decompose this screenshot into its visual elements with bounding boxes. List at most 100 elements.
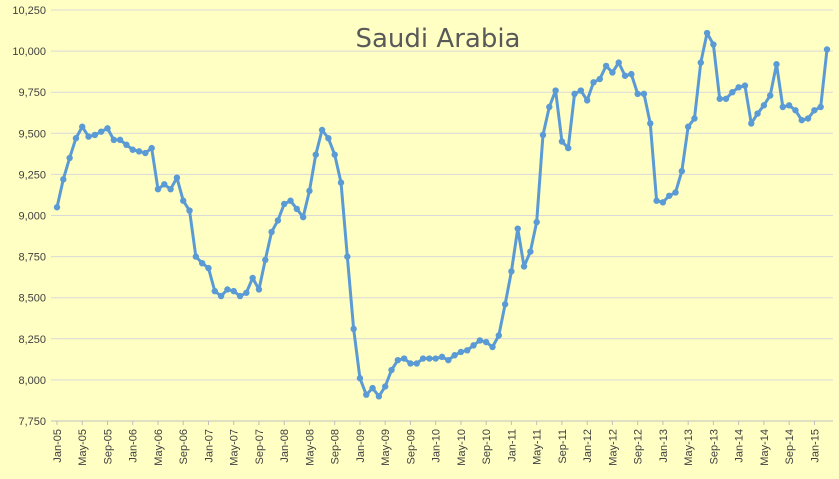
data-point — [640, 90, 648, 98]
data-point — [798, 116, 805, 124]
data-point — [773, 61, 780, 68]
x-tick-label: Sep-14 — [784, 429, 796, 464]
x-tick-label: May-05 — [77, 429, 89, 466]
data-point — [533, 218, 540, 226]
data-point — [634, 90, 641, 98]
x-tick-label: Jan-07 — [203, 429, 215, 463]
data-point — [344, 253, 351, 260]
y-tick-label: 8,250 — [18, 334, 46, 346]
data-point — [445, 356, 452, 364]
data-point — [268, 228, 275, 236]
x-tick-label: Jan-06 — [128, 429, 140, 463]
y-tick-label: 8,500 — [18, 293, 46, 305]
data-point — [110, 136, 118, 144]
data-point — [647, 120, 654, 127]
x-tick-label: May-13 — [683, 429, 695, 466]
data-point — [318, 126, 326, 134]
data-point — [697, 59, 704, 66]
y-tick-label: 10,250 — [12, 5, 46, 17]
data-point — [748, 120, 755, 127]
data-point — [823, 46, 831, 53]
data-point — [527, 248, 534, 255]
data-point — [312, 151, 319, 158]
data-point — [211, 287, 218, 295]
data-point — [666, 192, 673, 199]
series-markers — [53, 29, 831, 400]
data-point — [116, 136, 124, 144]
data-point — [331, 151, 338, 158]
x-tick-label: May-08 — [304, 429, 316, 466]
x-tick-label: May-11 — [532, 429, 544, 465]
x-tick-label: Sep-06 — [178, 429, 190, 464]
x-tick-label: May-10 — [456, 429, 468, 466]
data-point — [407, 360, 414, 367]
data-point — [281, 200, 288, 208]
x-tick-label: Jan-10 — [431, 429, 443, 463]
x-tick-label: May-07 — [229, 429, 241, 466]
data-point — [817, 103, 824, 111]
data-point — [792, 107, 799, 114]
data-point — [394, 356, 402, 364]
data-point — [583, 97, 591, 104]
data-point — [287, 197, 294, 204]
data-point — [482, 338, 490, 346]
data-point — [653, 197, 660, 204]
data-point — [400, 355, 408, 362]
data-point — [684, 123, 692, 130]
y-tick-label: 7,750 — [18, 416, 46, 428]
y-tick-label: 9,750 — [18, 87, 46, 99]
data-point — [722, 95, 730, 102]
data-point — [565, 144, 572, 152]
x-tick-label: Sep-12 — [633, 429, 645, 464]
data-point — [552, 87, 559, 94]
data-point — [489, 343, 496, 351]
y-tick-label: 9,500 — [18, 128, 46, 140]
data-point — [710, 41, 717, 48]
data-point — [476, 337, 484, 344]
data-point — [596, 75, 603, 83]
x-tick-label: Sep-07 — [254, 429, 266, 464]
x-tick-label: Jan-13 — [658, 429, 670, 463]
data-point — [760, 102, 768, 109]
data-point — [85, 133, 92, 140]
x-tick-label: Sep-10 — [481, 429, 493, 464]
y-tick-label: 8,750 — [18, 252, 46, 264]
data-point — [337, 179, 345, 186]
x-tick-label: Sep-08 — [330, 429, 342, 464]
data-point — [615, 59, 622, 66]
data-point — [148, 144, 155, 152]
data-point — [457, 348, 465, 356]
y-axis-tick-labels: 7,750 8,000 8,250 8,500 8,750 9,000 9,250 9,500… — [12, 5, 46, 428]
data-point — [501, 301, 509, 308]
x-tick-label: Jan-12 — [582, 429, 594, 463]
data-point — [571, 90, 578, 98]
data-point — [464, 347, 471, 354]
data-point — [678, 167, 686, 175]
data-point — [729, 89, 736, 96]
data-point — [154, 185, 162, 193]
data-point — [53, 204, 61, 211]
data-point — [741, 82, 749, 89]
x-axis-tick-labels: Jan-05 May-05 Sep-05 Jan-06 May-06 Sep-06 Jan-… — [52, 429, 821, 466]
data-point — [224, 286, 231, 293]
data-point — [180, 197, 187, 204]
x-tick-label: Jan-09 — [355, 429, 367, 463]
data-point — [602, 62, 610, 70]
data-point — [72, 135, 80, 142]
series-line — [55, 31, 829, 398]
data-point — [142, 149, 149, 157]
x-tick-label: Sep-05 — [102, 429, 114, 464]
data-point — [426, 355, 433, 362]
data-point — [262, 256, 269, 264]
data-point — [369, 384, 376, 392]
data-point — [470, 342, 477, 349]
x-tick-label: May-14 — [759, 429, 771, 466]
data-point — [230, 287, 237, 295]
data-point — [628, 70, 635, 78]
x-tick-label: May-09 — [380, 429, 392, 466]
data-point — [703, 29, 711, 37]
data-point — [91, 131, 99, 139]
data-point — [659, 199, 667, 206]
data-point — [173, 174, 181, 181]
